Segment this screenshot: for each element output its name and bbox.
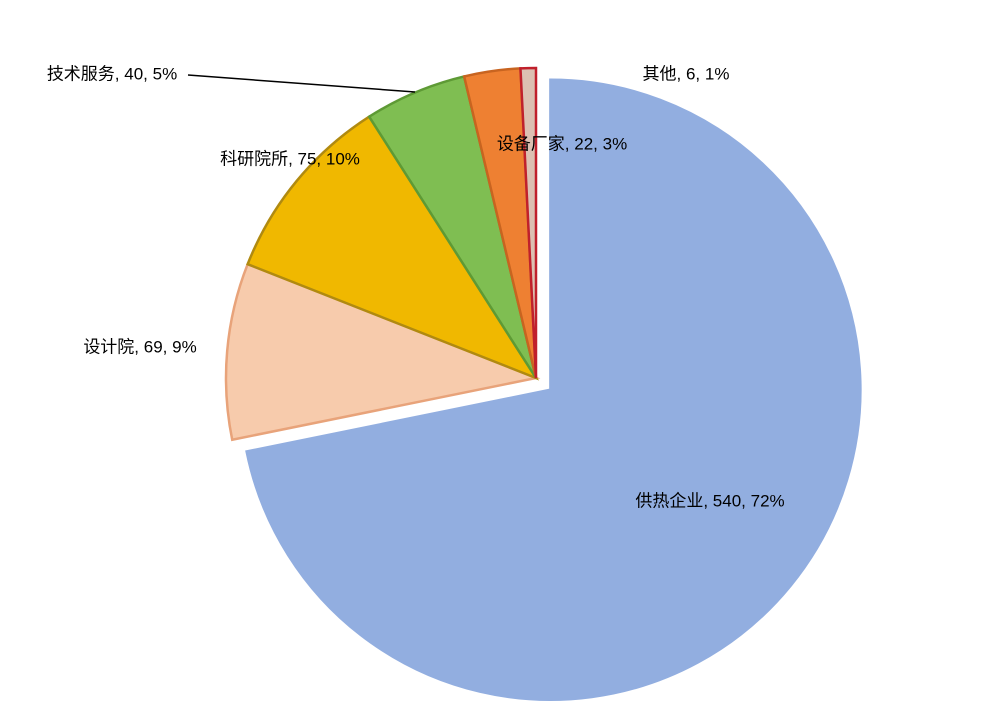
data-label: 设计院, 69, 9% bbox=[83, 337, 196, 356]
data-label: 设备厂家, 22, 3% bbox=[497, 134, 627, 153]
data-label: 科研院所, 75, 10% bbox=[220, 149, 360, 168]
pie-slice bbox=[246, 114, 540, 381]
pie-slice bbox=[519, 66, 538, 379]
data-label: 技术服务, 40, 5% bbox=[47, 64, 177, 83]
data-label: 其他, 6, 1% bbox=[643, 64, 730, 83]
pie-slice bbox=[224, 262, 541, 442]
data-label: 供热企业, 540, 72% bbox=[635, 491, 784, 510]
leader-line bbox=[187, 74, 416, 93]
pie-slice bbox=[245, 78, 862, 702]
